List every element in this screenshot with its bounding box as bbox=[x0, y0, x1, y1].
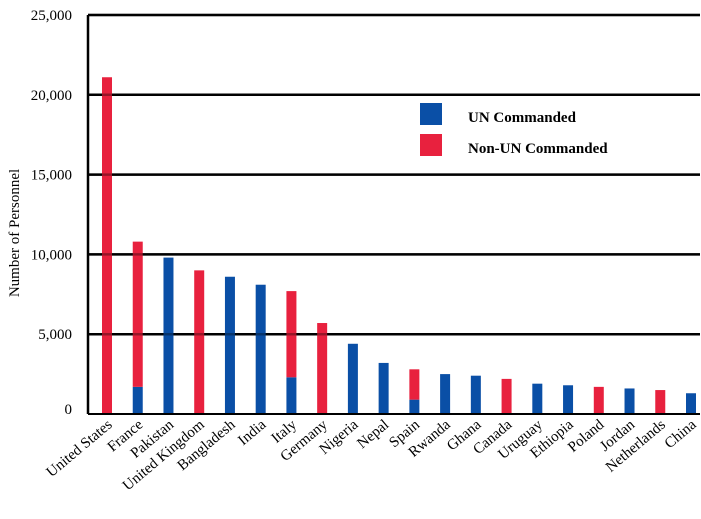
bar-germany-non-un-commanded bbox=[317, 323, 328, 414]
legend-swatch-non-un-commanded bbox=[420, 134, 442, 156]
bar-spain-un-commanded bbox=[409, 399, 420, 414]
bar-italy-non-un-commanded bbox=[286, 291, 297, 378]
bar-india-un-commanded bbox=[255, 284, 266, 414]
y-tick-label: 15,000 bbox=[31, 168, 72, 184]
legend-label-un-commanded: UN Commanded bbox=[468, 110, 577, 126]
y-tick-label: 20,000 bbox=[31, 88, 72, 104]
bar-france-non-un-commanded bbox=[132, 241, 143, 387]
bar-jordan-un-commanded bbox=[624, 388, 635, 414]
axes bbox=[86, 15, 700, 415]
bar-nigeria-un-commanded bbox=[347, 343, 358, 414]
x-tick-label: United States bbox=[44, 417, 116, 481]
bar-nepal-un-commanded bbox=[378, 362, 389, 414]
legend-swatch-un-commanded bbox=[420, 103, 442, 125]
legend: UN Commanded Non-UN Commanded bbox=[420, 103, 608, 157]
bar-spain-non-un-commanded bbox=[409, 369, 420, 400]
bar-canada-non-un-commanded bbox=[501, 378, 512, 414]
y-tick-label: 10,000 bbox=[31, 247, 72, 263]
bar-pakistan-un-commanded bbox=[163, 257, 174, 414]
y-tick-label: 25,000 bbox=[31, 8, 72, 24]
bar-ghana-un-commanded bbox=[470, 375, 481, 414]
bar-france-un-commanded bbox=[132, 386, 143, 414]
bar-china-un-commanded bbox=[686, 393, 696, 414]
y-tick-label: 0 bbox=[65, 402, 73, 418]
bar-uruguay-un-commanded bbox=[532, 383, 543, 414]
bar-italy-un-commanded bbox=[286, 377, 297, 414]
legend-label-non-un-commanded: Non-UN Commanded bbox=[468, 141, 608, 157]
bar-united-states-non-un-commanded bbox=[102, 77, 112, 414]
y-axis-tick-labels: 0 5,000 10,000 15,000 20,000 25,000 bbox=[31, 8, 72, 418]
y-tick-label: 5,000 bbox=[38, 327, 72, 343]
bar-bangladesh-un-commanded bbox=[224, 276, 235, 414]
bar-netherlands-non-un-commanded bbox=[655, 390, 666, 414]
x-tick-label: Poland bbox=[565, 416, 608, 455]
x-tick-label: India bbox=[235, 417, 269, 449]
x-tick-label: China bbox=[662, 417, 700, 453]
bars bbox=[88, 13, 700, 414]
y-axis-label: Number of Personnel bbox=[7, 169, 23, 297]
bar-ethiopia-un-commanded bbox=[563, 385, 574, 414]
gridlines bbox=[88, 13, 700, 336]
bar-rwanda-un-commanded bbox=[440, 374, 451, 414]
x-tick-label: Nepal bbox=[354, 417, 392, 452]
bar-united-kingdom-non-un-commanded bbox=[194, 270, 205, 414]
bar-poland-non-un-commanded bbox=[593, 386, 604, 414]
